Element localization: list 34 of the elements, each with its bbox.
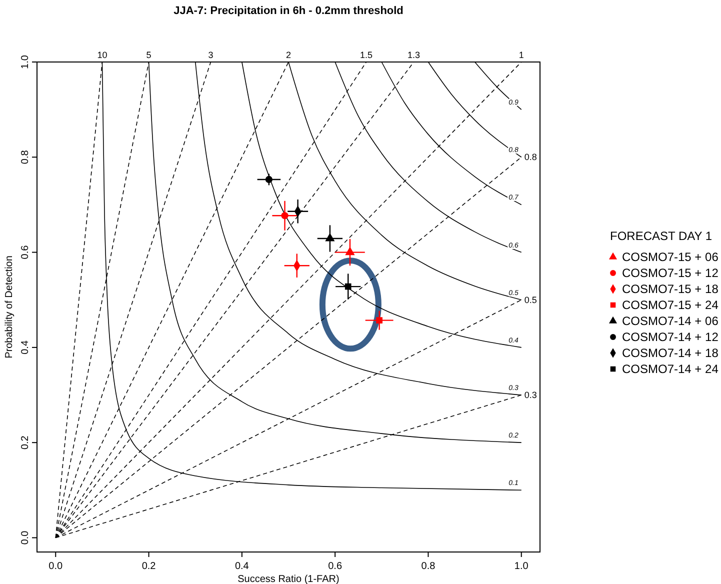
legend-label: COSMO7-14 + 24 bbox=[622, 362, 719, 376]
y-axis-title: Probability of Detection bbox=[4, 256, 15, 358]
legend-label: COSMO7-14 + 06 bbox=[622, 314, 719, 328]
y-tick-label: 0.2 bbox=[20, 435, 31, 450]
series-label: 5 bbox=[146, 50, 152, 60]
series-label: 0.3 bbox=[524, 390, 537, 400]
legend-label: COSMO7-15 + 06 bbox=[622, 250, 719, 264]
y-tick-label: 0.8 bbox=[20, 150, 31, 164]
series-label: 1 bbox=[518, 50, 524, 60]
x-tick-label: 0.0 bbox=[48, 561, 64, 572]
chart-title: JJA-7: Precipitation in 6h - 0.2mm threshold bbox=[174, 5, 404, 17]
y-tick-label: 0.4 bbox=[20, 340, 31, 354]
x-axis-title: Success Ratio (1-FAR) bbox=[238, 574, 340, 584]
legend-label: COSMO7-14 + 12 bbox=[622, 330, 719, 344]
x-tick-label: 1.0 bbox=[514, 561, 529, 572]
x-tick-label: 0.8 bbox=[421, 561, 436, 572]
legend-label: COSMO7-14 + 18 bbox=[622, 346, 719, 360]
x-tick-label: 0.4 bbox=[234, 561, 250, 572]
series-label: 0.5 bbox=[524, 294, 537, 305]
series-label: 1.3 bbox=[408, 50, 420, 60]
series-label: 1.5 bbox=[360, 50, 373, 60]
series-label: 0.8 bbox=[524, 152, 537, 162]
y-tick-label: 1.0 bbox=[20, 54, 31, 69]
x-tick-label: 0.2 bbox=[142, 561, 156, 572]
series-label: 2 bbox=[286, 50, 292, 60]
legend-title: FORECAST DAY 1 bbox=[610, 229, 712, 243]
y-tick-label: 0.6 bbox=[20, 244, 31, 260]
legend-label: COSMO7-15 + 12 bbox=[622, 266, 719, 280]
series-label: 10 bbox=[97, 50, 108, 60]
legend-label: COSMO7-15 + 24 bbox=[622, 298, 719, 312]
x-tick-label: 0.6 bbox=[328, 561, 342, 572]
series-label: 3 bbox=[208, 50, 214, 60]
y-tick-label: 0.0 bbox=[20, 530, 31, 545]
legend-label: COSMO7-15 + 18 bbox=[622, 282, 719, 296]
